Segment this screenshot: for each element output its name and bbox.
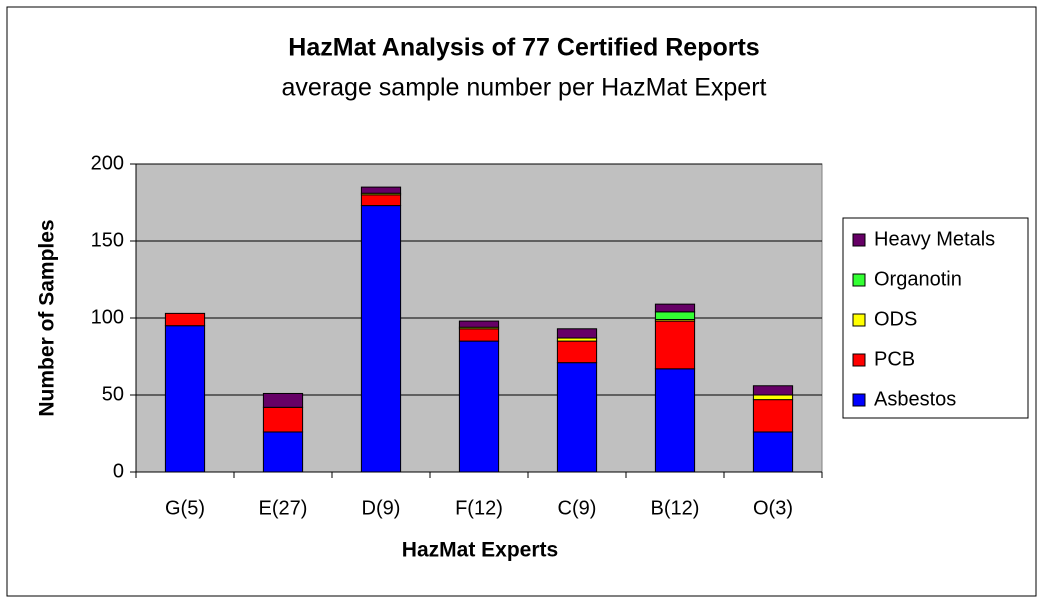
x-tick-label: B(12): [651, 497, 700, 519]
bar-segment: [458, 320, 500, 328]
y-tick-label: 100: [91, 306, 124, 328]
bar-segment: [360, 186, 402, 194]
bar-segment: [360, 194, 402, 207]
legend-label: Heavy Metals: [874, 228, 995, 250]
bar-segment: [654, 368, 696, 473]
bar-segment: [654, 311, 696, 321]
x-tick-label: F(12): [455, 497, 503, 519]
legend-swatch: [852, 353, 866, 367]
x-tick-label: O(3): [753, 497, 793, 519]
chart-subtitle: average sample number per HazMat Expert: [282, 74, 767, 102]
bar-segment: [164, 312, 206, 327]
y-tick-label: 50: [102, 383, 124, 405]
bar-segment: [654, 320, 696, 370]
chart-title: HazMat Analysis of 77 Certified Reports: [288, 34, 759, 62]
y-tick-label: 200: [91, 152, 124, 174]
legend-label: PCB: [874, 348, 915, 370]
legend: [842, 217, 1029, 419]
legend-swatch: [852, 393, 866, 407]
bar-segment: [752, 394, 794, 401]
legend-swatch: [852, 313, 866, 327]
legend-label: ODS: [874, 308, 917, 330]
bar-segment: [164, 325, 206, 473]
bar-segment: [556, 340, 598, 364]
bar-segment: [458, 340, 500, 473]
x-tick-label: E(27): [259, 497, 308, 519]
bar-segment: [556, 328, 598, 339]
legend-swatch: [852, 233, 866, 247]
bar-segment: [752, 431, 794, 473]
bar-segment: [556, 362, 598, 473]
legend-swatch: [852, 273, 866, 287]
x-tick-label: G(5): [165, 497, 205, 519]
legend-label: Asbestos: [874, 388, 956, 410]
bar-segment: [262, 431, 304, 473]
bar-segment: [262, 392, 304, 408]
bar-segment: [752, 385, 794, 396]
legend-label: Organotin: [874, 268, 962, 290]
y-tick-label: 150: [91, 229, 124, 251]
x-tick-label: D(9): [362, 497, 401, 519]
bar-segment: [360, 205, 402, 473]
bar-segment: [752, 399, 794, 433]
x-axis-label: HazMat Experts: [402, 539, 558, 562]
bar-segment: [458, 328, 500, 342]
bar-segment: [654, 303, 696, 313]
y-tick-label: 0: [113, 460, 124, 482]
y-axis-label: Number of Samples: [36, 219, 59, 416]
bar-segment: [262, 406, 304, 433]
x-tick-label: C(9): [558, 497, 597, 519]
